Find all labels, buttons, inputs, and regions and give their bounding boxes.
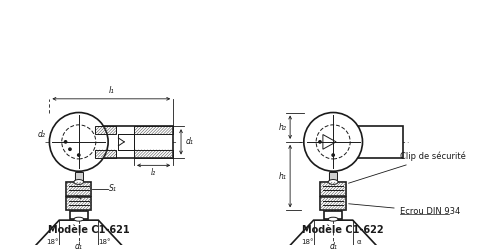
Text: 18°: 18° [46, 238, 59, 244]
Bar [350, 126, 403, 158]
Bar [66, 182, 92, 196]
Circle shape [319, 141, 321, 143]
Text: d₂: d₂ [38, 130, 46, 138]
Circle shape [64, 141, 66, 143]
Text: α: α [356, 238, 362, 244]
Text: d₁: d₁ [186, 137, 194, 146]
Ellipse shape [328, 217, 338, 221]
Text: Modèle C1-621: Modèle C1-621 [48, 225, 130, 235]
Text: 18°: 18° [301, 238, 314, 244]
Text: d₁: d₁ [75, 242, 82, 250]
Bar [66, 197, 92, 210]
Text: 18°: 18° [98, 238, 111, 244]
Circle shape [69, 148, 71, 150]
Text: h₂: h₂ [278, 123, 286, 132]
Bar [320, 197, 346, 210]
Text: h₁: h₁ [278, 172, 286, 180]
Text: Clip de sécurité: Clip de sécurité [348, 152, 466, 183]
Text: Modèle C1-622: Modèle C1-622 [302, 225, 384, 235]
Bar [95, 126, 116, 134]
Circle shape [332, 154, 334, 156]
Bar [134, 150, 173, 158]
Bar [95, 126, 173, 158]
Text: Ecrou DIN 934: Ecrou DIN 934 [348, 204, 460, 216]
Text: l₂: l₂ [151, 168, 156, 177]
Ellipse shape [74, 217, 84, 221]
Bar [330, 172, 337, 182]
Bar [320, 182, 346, 196]
Bar [118, 134, 134, 150]
Circle shape [50, 112, 108, 171]
Bar [134, 126, 173, 134]
Text: d₁: d₁ [329, 242, 337, 250]
Bar [75, 172, 82, 182]
Ellipse shape [74, 180, 84, 184]
Text: l₁: l₁ [108, 86, 114, 95]
Text: S₁: S₁ [109, 184, 117, 193]
Circle shape [78, 154, 80, 156]
Circle shape [304, 112, 362, 171]
Bar [70, 211, 87, 219]
Bar [95, 150, 116, 158]
Bar [324, 211, 342, 219]
Ellipse shape [328, 180, 338, 184]
